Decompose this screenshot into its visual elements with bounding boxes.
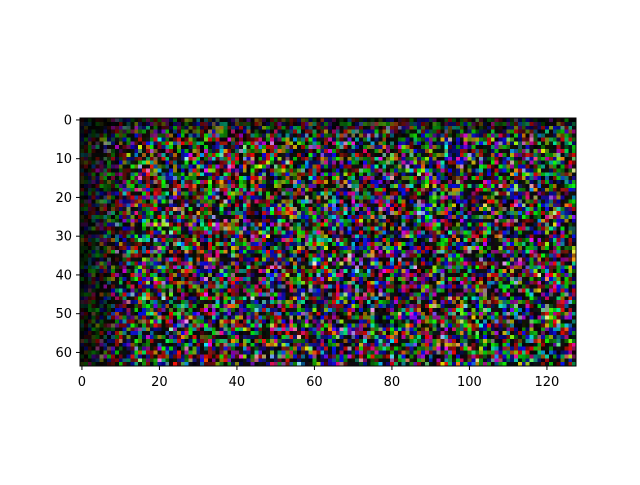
- y-tick-label: 60: [55, 346, 72, 361]
- x-tick-label: 0: [78, 375, 86, 390]
- y-tick-label: 10: [55, 152, 72, 167]
- y-tick-label: 40: [55, 268, 72, 283]
- x-tick-label: 80: [384, 375, 401, 390]
- x-tick-label: 20: [151, 375, 168, 390]
- y-tick-label: 30: [55, 230, 72, 245]
- x-tick-label: 100: [457, 375, 482, 390]
- axes-frame: [79, 117, 577, 367]
- y-axis: 0 10 20 30 40 50 60: [55, 113, 80, 361]
- x-tick-label: 40: [229, 375, 246, 390]
- heatmap-image: [80, 118, 576, 366]
- plot-area: [80, 118, 576, 366]
- y-tick-label: 0: [64, 113, 72, 128]
- x-axis: 0 20 40 60 80 100 120: [78, 366, 560, 390]
- x-tick-label: 60: [306, 375, 323, 390]
- y-tick-label: 50: [55, 307, 72, 322]
- y-tick-label: 20: [55, 191, 72, 206]
- x-tick-label: 120: [535, 375, 560, 390]
